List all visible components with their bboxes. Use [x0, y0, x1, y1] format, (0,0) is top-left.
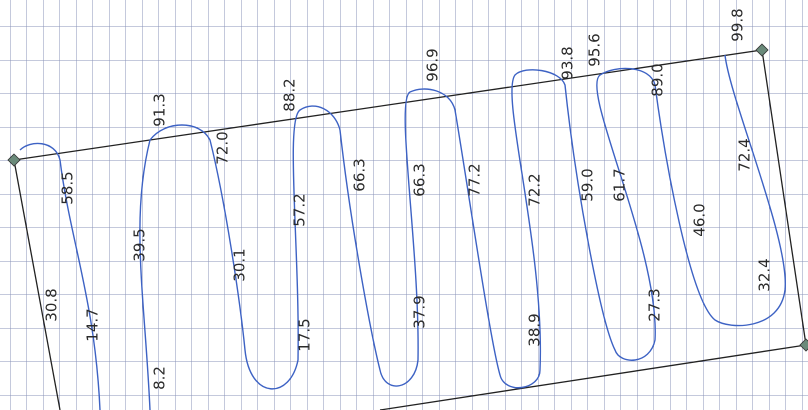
label: 32.4	[756, 258, 774, 291]
label: 95.6	[586, 33, 604, 66]
label: 30.8	[43, 288, 61, 321]
label: 72.0	[214, 131, 232, 164]
label: 66.3	[351, 158, 369, 191]
label: 77.2	[466, 163, 484, 196]
flight-path	[19, 54, 786, 410]
label: 91.3	[151, 93, 169, 126]
label: 27.3	[646, 288, 664, 321]
label: 99.8	[729, 8, 747, 41]
label: 89.0	[649, 63, 667, 96]
label: 88.2	[281, 78, 299, 111]
label: 57.2	[291, 193, 309, 226]
label: 17.5	[296, 318, 314, 351]
boundary	[13, 49, 807, 410]
label: 30.1	[231, 248, 249, 281]
label: 37.9	[411, 295, 429, 328]
label: 39.5	[131, 228, 149, 261]
label: 66.3	[411, 163, 429, 196]
label: 8.2	[151, 366, 169, 390]
vertex	[7, 43, 808, 352]
label: 59.0	[579, 168, 597, 201]
label: 72.4	[736, 138, 754, 171]
label: 93.8	[559, 46, 577, 79]
label: 96.9	[424, 48, 442, 81]
label: 72.2	[526, 173, 544, 206]
labels: 30.8 58.5 14.7 91.3 39.5 8.2 72.0 30.1 8…	[43, 8, 774, 390]
label: 38.9	[526, 313, 544, 346]
label: 61.7	[611, 168, 629, 201]
label: 14.7	[84, 308, 102, 341]
label: 58.5	[59, 171, 77, 204]
label: 46.0	[691, 203, 709, 236]
